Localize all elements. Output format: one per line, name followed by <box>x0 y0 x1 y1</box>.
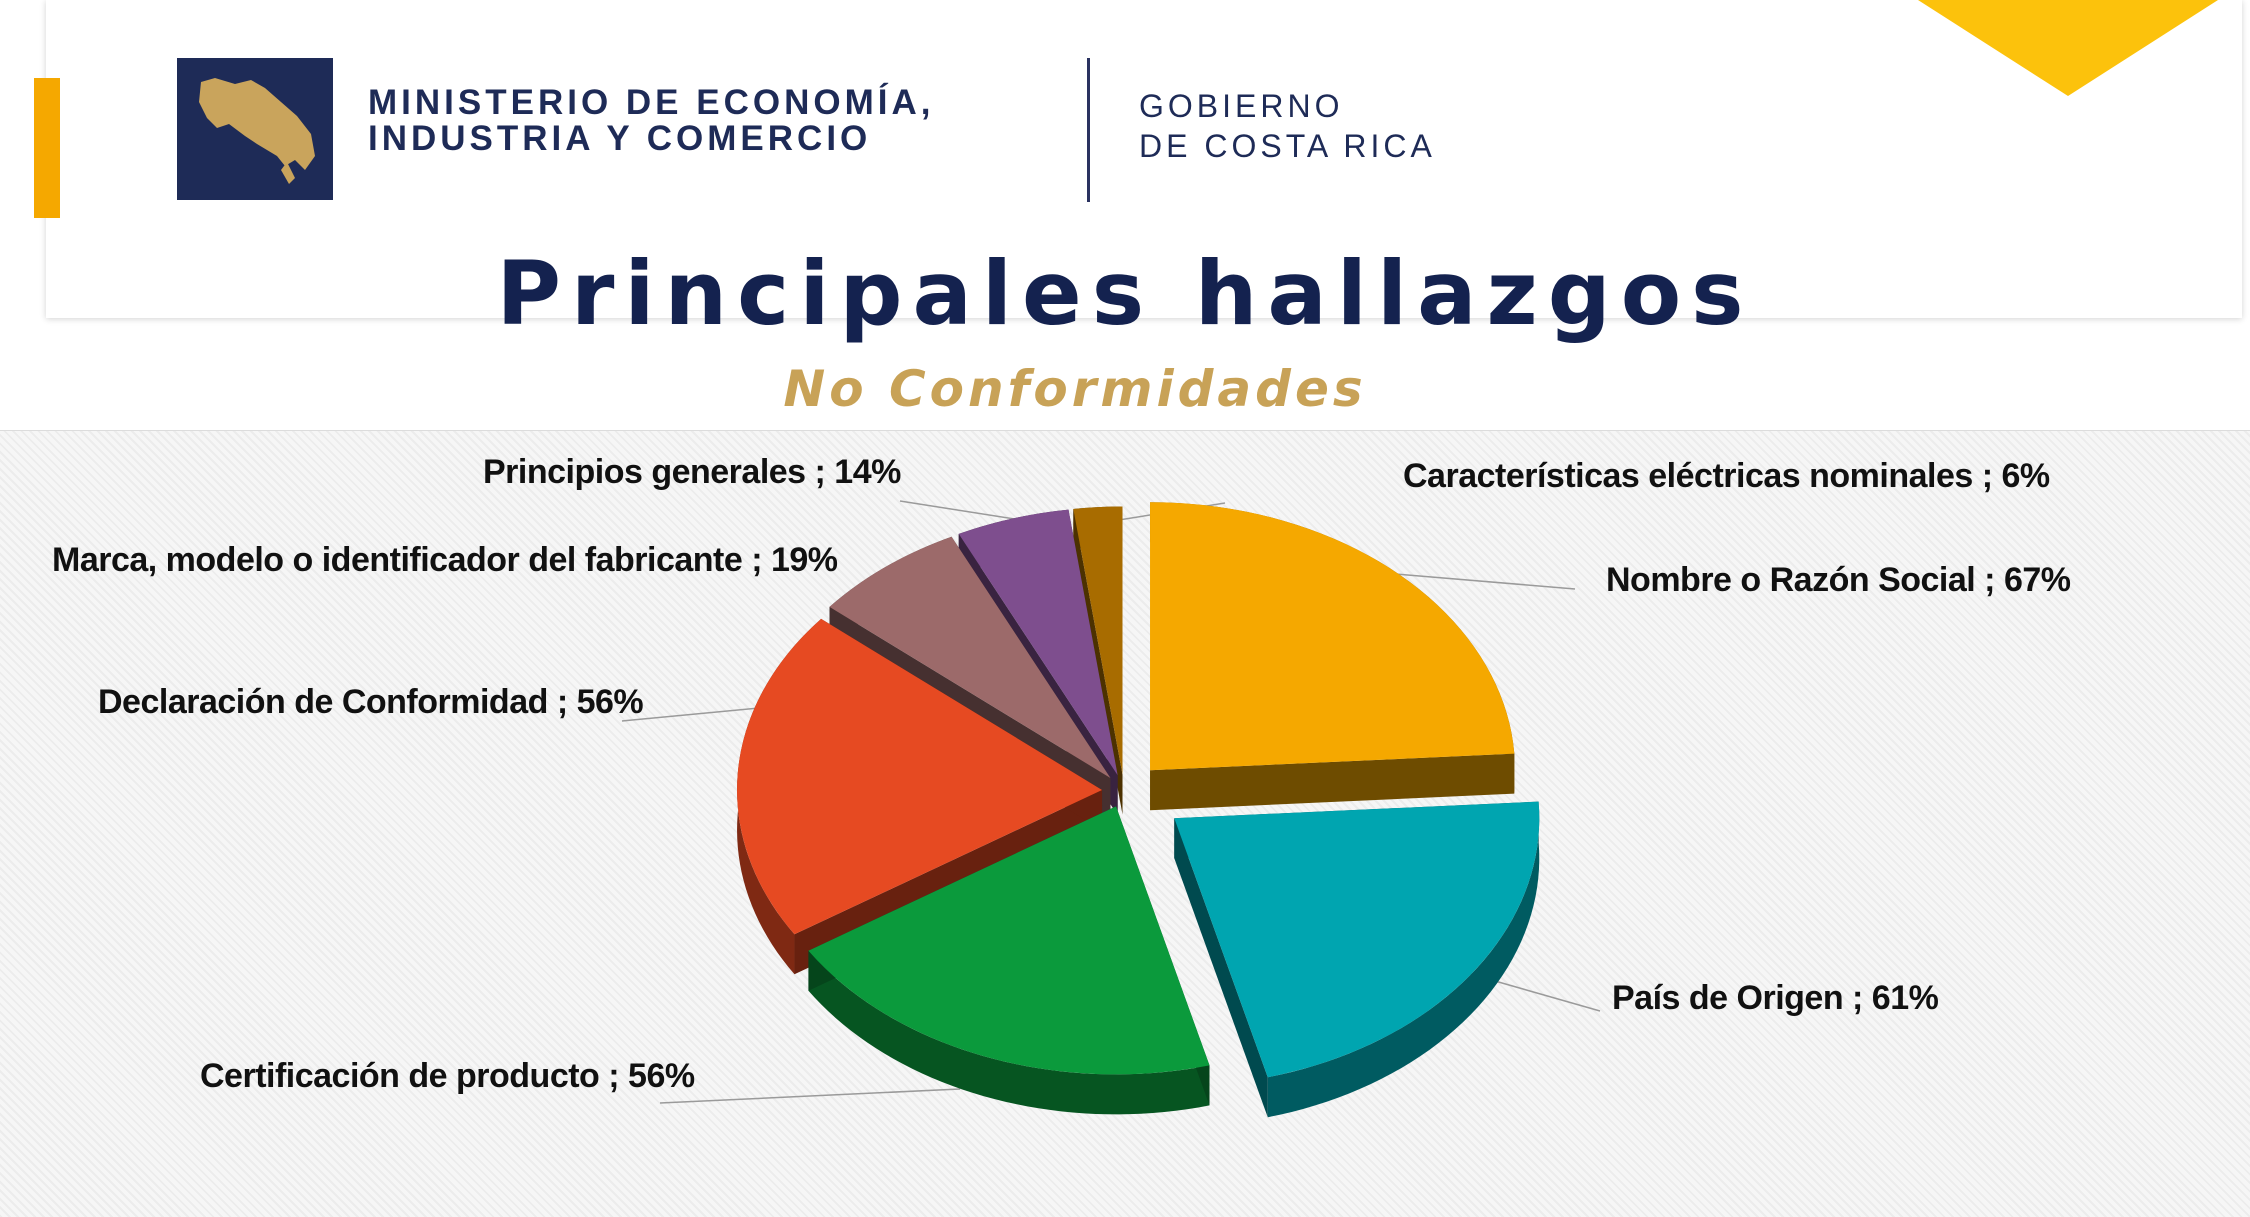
slice-label-7: Características eléctricas nominales ; 6… <box>1403 457 2050 495</box>
government-name-line1: GOBIERNO <box>1139 88 1344 124</box>
pie-slice-7 <box>1073 506 1123 775</box>
ministry-name-line2: INDUSTRIA Y COMERCIO <box>368 119 872 158</box>
leader-line-3 <box>659 1088 961 1104</box>
page-subtitle: No Conformidades <box>783 360 1367 418</box>
slice-label-4: Declaración de Conformidad ; 56% <box>98 683 644 721</box>
pie-chart-area: Nombre o Razón Social ; 67% País de Orige… <box>0 430 2250 1217</box>
accent-bar <box>34 78 60 218</box>
slice-label-3: Certificación de producto ; 56% <box>200 1057 695 1095</box>
leader-line-4 <box>621 706 771 722</box>
slice-label-5: Marca, modelo o identificador del fabric… <box>52 541 838 579</box>
ministry-name-line1: MINISTERIO DE ECONOMÍA, <box>368 83 935 122</box>
pie-slice-2 <box>1174 801 1540 1078</box>
costa-rica-map-icon <box>199 78 315 184</box>
pie-slice-3 <box>808 806 1210 1075</box>
pie-slice-4 <box>737 618 1103 935</box>
pie-slice-5 <box>829 536 1111 779</box>
header-card <box>46 0 2242 318</box>
pie-slice-3-side <box>808 950 1210 1115</box>
page-title: Principales hallazgos <box>496 242 1754 345</box>
pie-slice-2-wall-2 <box>1174 818 1268 1118</box>
ministry-logo <box>177 58 333 200</box>
pie-chart <box>621 500 1601 1118</box>
slice-label-6: Principios generales ; 14% <box>483 453 901 491</box>
government-name-line2: DE COSTA RICA <box>1139 128 1436 164</box>
pie-slice-6 <box>958 509 1118 776</box>
header-divider <box>1087 58 1090 202</box>
pie-slice-2-side <box>1267 801 1540 1118</box>
pie-slice-1-wall-2 <box>1150 753 1515 811</box>
slice-label-1: Nombre o Razón Social ; 67% <box>1606 561 2071 599</box>
slice-label-2: País de Origen ; 61% <box>1612 979 1939 1017</box>
pie-slice-1 <box>1150 502 1515 771</box>
